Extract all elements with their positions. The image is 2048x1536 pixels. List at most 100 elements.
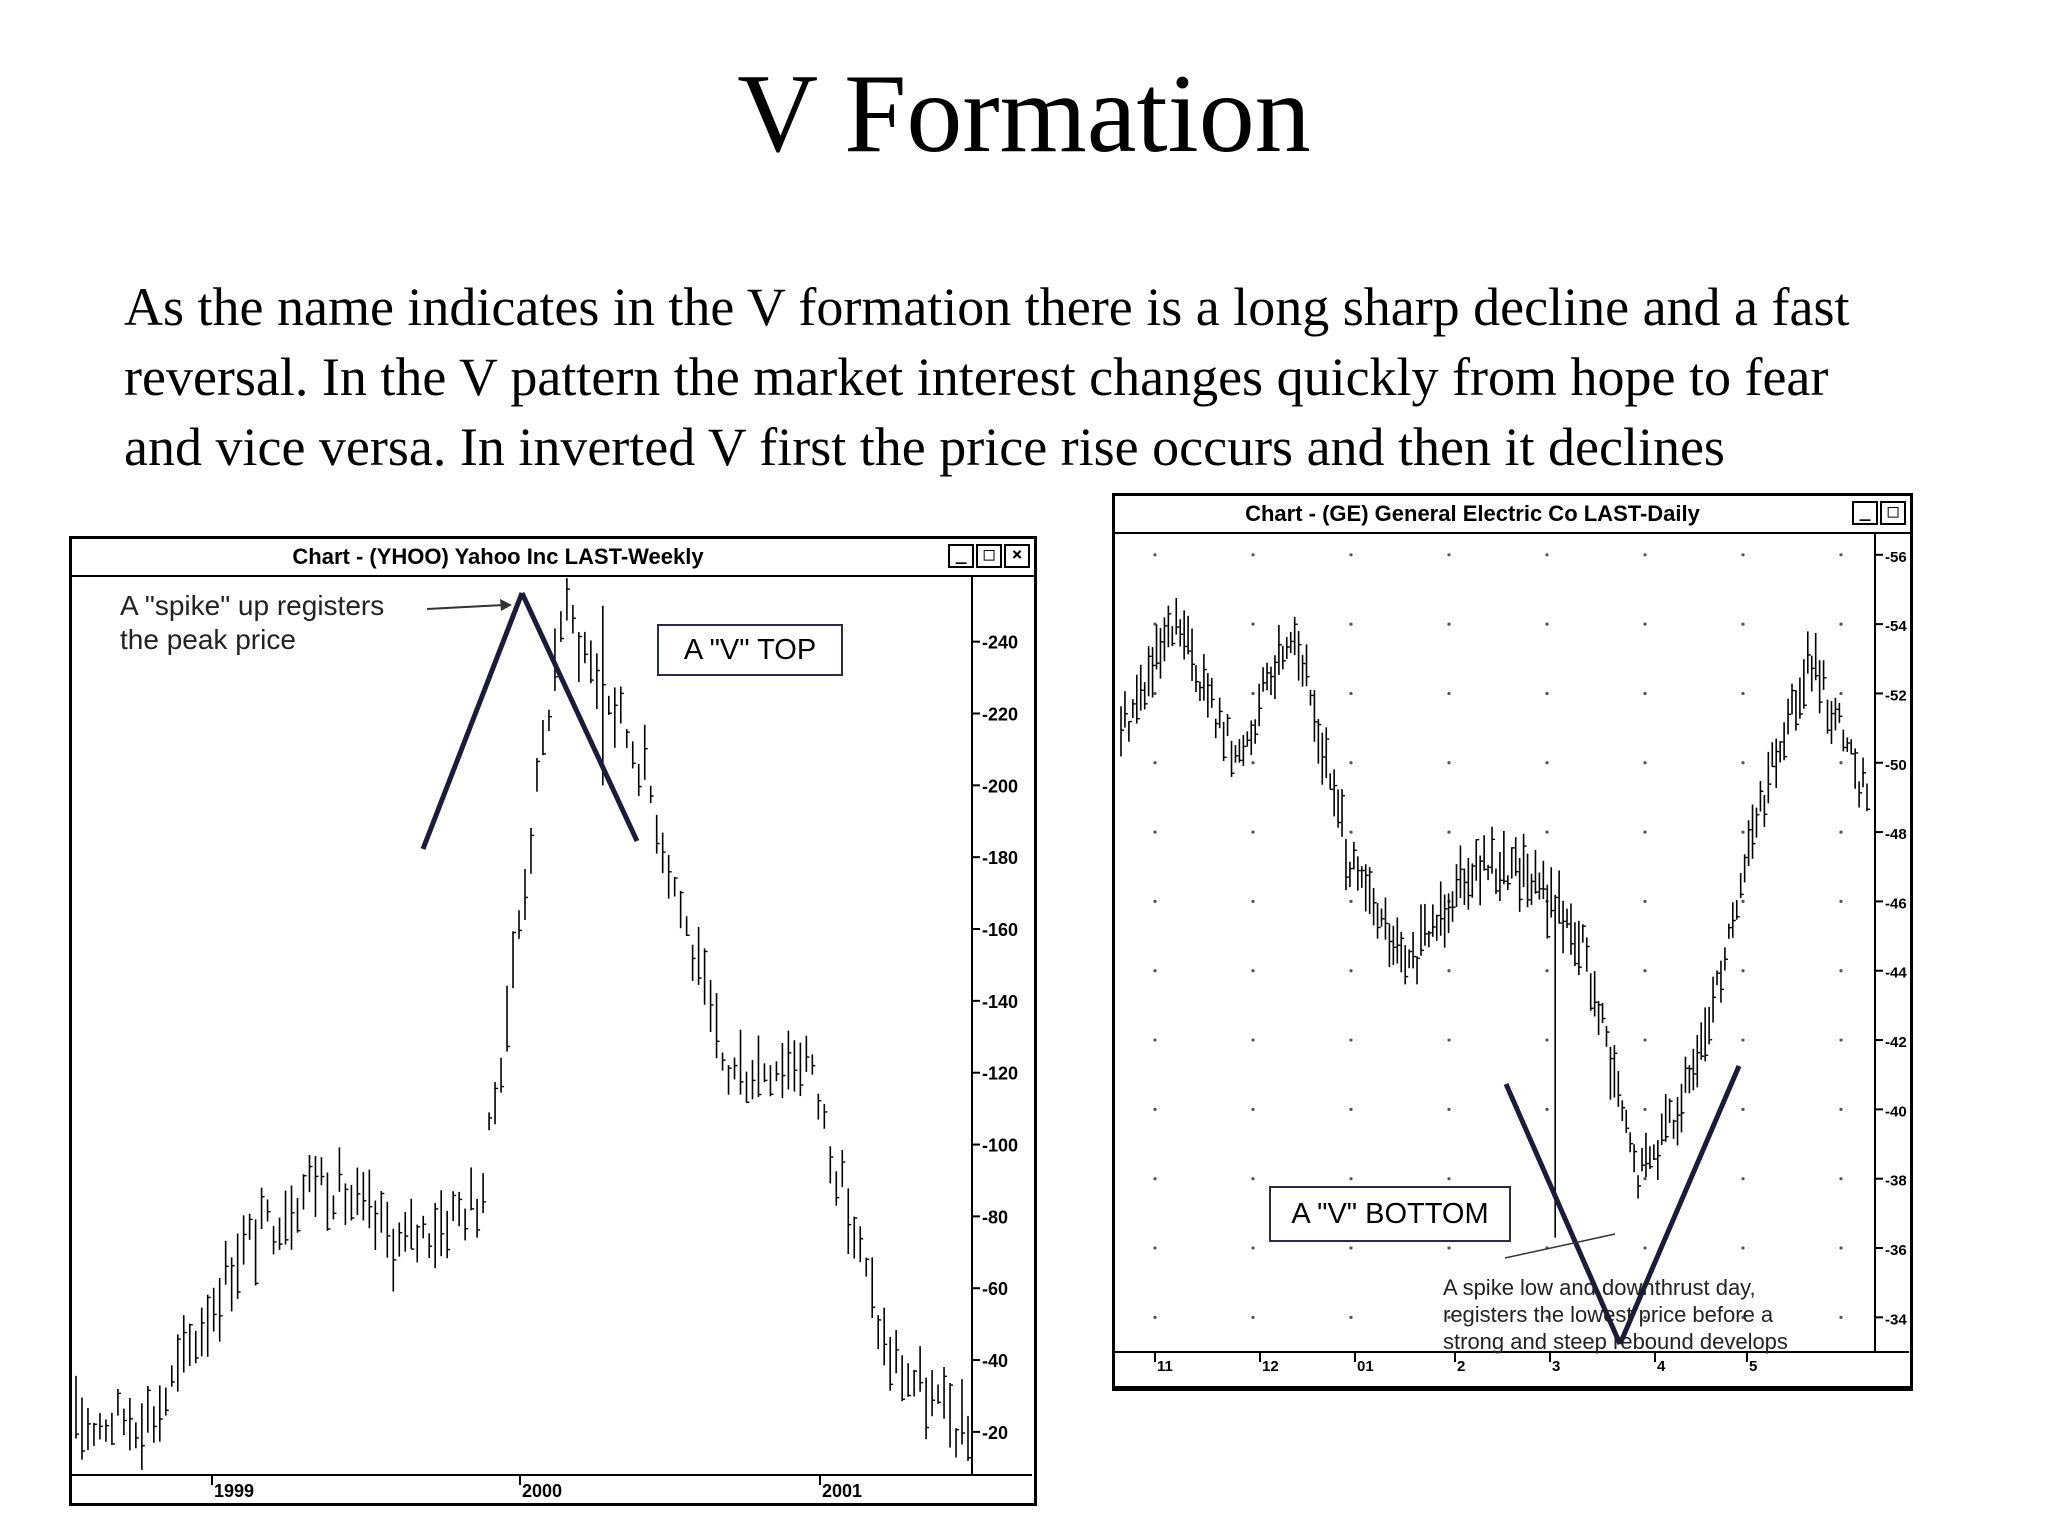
grid-dot xyxy=(1153,969,1157,973)
grid-dot xyxy=(1839,1038,1843,1042)
v-top-label: A "V" TOP xyxy=(657,624,843,676)
grid-dot xyxy=(1643,761,1647,765)
grid-dot xyxy=(1643,1246,1647,1250)
minimize-button[interactable]: _ xyxy=(948,544,974,568)
grid-dot xyxy=(1153,1177,1157,1181)
y-tick-label: -220 xyxy=(982,704,1018,724)
maximize-button[interactable]: □ xyxy=(1880,501,1906,525)
grid-dot xyxy=(1643,1107,1647,1111)
grid-dot xyxy=(1741,622,1745,626)
grid-dot xyxy=(1447,622,1451,626)
y-tick-label: -120 xyxy=(982,1064,1018,1084)
grid-dot xyxy=(1153,761,1157,765)
grid-dot xyxy=(1643,969,1647,973)
grid-dot xyxy=(1251,1107,1255,1111)
ge-chart-window: Chart - (GE) General Electric Co LAST-Da… xyxy=(1112,493,1913,1391)
spike-low-note-line: A spike low and downthrust day, xyxy=(1443,1275,1756,1300)
grid-dot xyxy=(1545,1315,1549,1319)
grid-dot xyxy=(1447,1107,1451,1111)
grid-dot xyxy=(1447,1315,1451,1319)
ge-window-titlebar: Chart - (GE) General Electric Co LAST-Da… xyxy=(1115,496,1910,534)
y-tick-label: -52 xyxy=(1885,687,1907,704)
spike-low-pointer xyxy=(1504,1233,1616,1259)
grid-dot xyxy=(1741,1038,1745,1042)
y-tick-label: -200 xyxy=(982,776,1018,796)
grid-dot xyxy=(1349,622,1353,626)
grid-dot xyxy=(1545,1107,1549,1111)
maximize-button[interactable]: □ xyxy=(976,544,1002,568)
spike-low-note: A spike low and downthrust day, register… xyxy=(1443,1274,1788,1355)
y-tick-label: -20 xyxy=(982,1423,1008,1443)
slide-title: V Formation xyxy=(737,52,1311,176)
grid-dot xyxy=(1251,969,1255,973)
grid-dot xyxy=(1251,1246,1255,1250)
grid-dot xyxy=(1251,830,1255,834)
y-tick-label: -54 xyxy=(1885,618,1907,635)
grid-dot xyxy=(1643,622,1647,626)
grid-dot xyxy=(1545,761,1549,765)
yhoo-window-title: Chart - (YHOO) Yahoo Inc LAST-Weekly xyxy=(292,544,704,569)
yhoo-window-controls: _ □ × xyxy=(948,544,1030,570)
grid-dot xyxy=(1447,761,1451,765)
x-tick-label: 01 xyxy=(1357,1358,1374,1375)
v-top-right-line xyxy=(519,591,640,843)
grid-dot xyxy=(1447,969,1451,973)
grid-dot xyxy=(1349,1246,1353,1250)
grid-dot xyxy=(1839,761,1843,765)
grid-dot xyxy=(1447,1246,1451,1250)
x-tick-label: 3 xyxy=(1552,1358,1560,1375)
ge-window-controls: _ □ xyxy=(1852,501,1906,527)
x-tick-label: 5 xyxy=(1749,1358,1757,1375)
yhoo-price-chart: -20 -40 -60 -80 -100 -120 -140 -160 -180 -200 -220… xyxy=(72,577,1032,1501)
grid-dot xyxy=(1251,622,1255,626)
grid-dot xyxy=(1349,1177,1353,1181)
minimize-button[interactable]: _ xyxy=(1852,501,1878,525)
grid-dot xyxy=(1349,1038,1353,1042)
grid-dot xyxy=(1349,830,1353,834)
grid-dot xyxy=(1839,553,1843,557)
v-bottom-right-line xyxy=(1617,1065,1742,1345)
grid-dot xyxy=(1251,761,1255,765)
y-tick-label: -34 xyxy=(1885,1311,1907,1328)
x-tick-label: 2 xyxy=(1457,1358,1465,1375)
y-tick-label: -50 xyxy=(1885,757,1907,774)
grid-dot xyxy=(1349,969,1353,973)
yhoo-chart-window: Chart - (YHOO) Yahoo Inc LAST-Weekly _ □… xyxy=(69,536,1037,1506)
ge-window-title: Chart - (GE) General Electric Co LAST-Da… xyxy=(1245,501,1700,526)
grid-dot xyxy=(1545,830,1549,834)
grid-dot xyxy=(1839,830,1843,834)
y-tick-label: -44 xyxy=(1885,965,1907,982)
grid-dot xyxy=(1643,691,1647,696)
y-tick-label: -80 xyxy=(982,1207,1008,1227)
grid-dot xyxy=(1643,1315,1647,1319)
x-tick-label: 4 xyxy=(1657,1358,1666,1375)
grid-dot xyxy=(1839,969,1843,973)
y-tick-label: -56 xyxy=(1885,549,1907,566)
grid-dot xyxy=(1741,761,1745,765)
y-tick-label: -180 xyxy=(982,848,1018,868)
grid-dot xyxy=(1643,899,1647,904)
grid-dot xyxy=(1447,1177,1451,1181)
y-tick-label: -36 xyxy=(1885,1242,1907,1259)
spike-low-note-line: registers the lowest price before a xyxy=(1443,1302,1774,1327)
grid-dot xyxy=(1839,1246,1843,1250)
grid-dot xyxy=(1741,691,1745,696)
close-button[interactable]: × xyxy=(1004,544,1030,568)
x-tick-label: 1999 xyxy=(214,1481,254,1501)
y-tick-label: -140 xyxy=(982,992,1018,1012)
grid-dot xyxy=(1447,830,1451,834)
grid-dot xyxy=(1741,830,1745,834)
spike-up-note-line: the peak price xyxy=(120,624,296,655)
slide-body: As the name indicates in the V formation… xyxy=(124,272,2004,482)
spike-up-note-line: A "spike" up registers xyxy=(120,590,385,621)
grid-dot xyxy=(1839,1107,1843,1111)
body-line: As the name indicates in the V formation… xyxy=(124,277,1850,337)
body-line: and vice versa. In inverted V first the … xyxy=(124,417,1725,477)
grid-dot xyxy=(1545,553,1549,557)
spike-arrow-head xyxy=(500,599,512,611)
y-tick-label: -40 xyxy=(982,1351,1008,1371)
grid-dot xyxy=(1153,1107,1157,1111)
grid-dot xyxy=(1153,1315,1157,1319)
y-tick-label: -48 xyxy=(1885,826,1907,843)
body-line: reversal. In the V pattern the market in… xyxy=(124,347,1829,407)
